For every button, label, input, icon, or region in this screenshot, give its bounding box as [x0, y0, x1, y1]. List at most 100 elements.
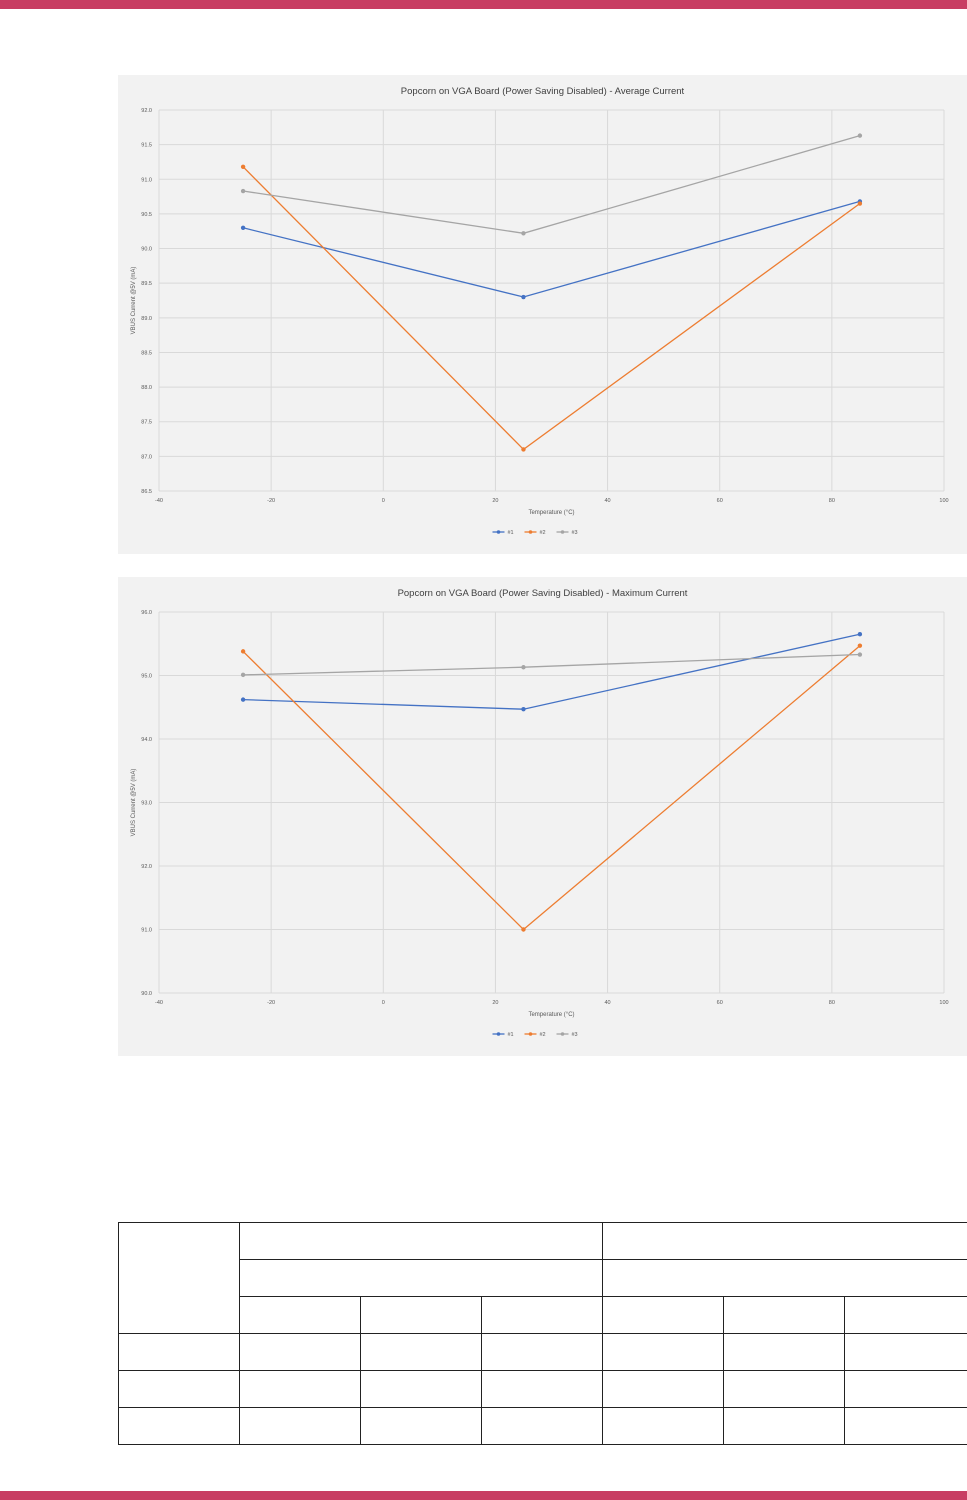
table-cell [238, 1222, 604, 1260]
data-point [240, 649, 246, 654]
x-tick-label: 40 [605, 498, 611, 504]
x-tick-label: 60 [717, 498, 723, 504]
x-tick-label: 60 [717, 1000, 723, 1006]
data-point [521, 447, 526, 452]
legend-marker [560, 1032, 565, 1036]
table-cell [360, 1370, 482, 1408]
data-point [857, 133, 863, 138]
table-cell [480, 1333, 604, 1371]
y-tick-label: 89.0 [141, 316, 152, 322]
x-axis-label: Temperature (°C) [528, 1012, 574, 1018]
chart-title: Popcorn on VGA Board (Power Saving Disab… [401, 86, 685, 97]
table-cell [844, 1333, 967, 1371]
table-row [118, 1222, 967, 1334]
table-row [119, 1259, 967, 1297]
x-tick-label: 100 [939, 498, 948, 504]
table-cell [360, 1407, 482, 1445]
y-tick-label: 91.0 [141, 177, 152, 183]
x-tick-label: 80 [829, 1000, 835, 1006]
table-cell [118, 1333, 240, 1371]
table-cell [118, 1222, 240, 1334]
series-line [243, 653, 860, 676]
y-tick-label: 87.5 [141, 420, 152, 426]
x-tick-label: 80 [829, 498, 835, 504]
legend-label: #2 [540, 530, 546, 536]
table-row [118, 1333, 967, 1371]
table-cell [602, 1259, 967, 1297]
table-cell [480, 1370, 604, 1408]
y-axis-label: VBUS Current @5V (mA) [131, 769, 137, 837]
table-cell [723, 1407, 846, 1445]
data-table [118, 1222, 967, 1445]
legend-label: #1 [508, 1032, 514, 1038]
chart-title: Popcorn on VGA Board (Power Saving Disab… [398, 588, 688, 599]
series-line [242, 200, 861, 298]
data-point [521, 927, 526, 932]
y-tick-label: 89.5 [141, 281, 152, 287]
series-line [242, 645, 861, 931]
data-point [857, 201, 863, 206]
average-current-chart: Popcorn on VGA Board (Power Saving Disab… [118, 75, 967, 554]
x-tick-label: -20 [267, 498, 275, 504]
top-accent-bar [0, 0, 967, 9]
legend-marker [496, 1032, 501, 1036]
y-tick-label: 92.0 [141, 864, 152, 870]
legend-marker [560, 530, 565, 534]
data-point [240, 225, 246, 230]
y-tick-label: 96.0 [141, 610, 152, 616]
series-line [242, 166, 861, 451]
table-row [118, 1370, 967, 1408]
x-tick-label: 40 [605, 1000, 611, 1006]
data-point [240, 188, 246, 194]
maximum-current-chart: Popcorn on VGA Board (Power Saving Disab… [118, 577, 967, 1056]
bottom-accent-bar [0, 1491, 967, 1500]
table-cell [844, 1407, 967, 1445]
y-tick-label: 90.5 [141, 212, 152, 218]
legend-marker [496, 530, 501, 534]
y-axis-label: VBUS Current @5V (mA) [131, 267, 137, 335]
y-tick-label: 86.5 [141, 489, 152, 495]
table-cell [844, 1370, 967, 1408]
legend-label: #3 [572, 1032, 578, 1038]
data-point [240, 164, 246, 170]
table-cell [602, 1333, 725, 1371]
x-tick-label: 20 [492, 1000, 498, 1006]
y-tick-label: 87.0 [141, 454, 152, 460]
table-cell [723, 1370, 846, 1408]
table-cell [480, 1407, 604, 1445]
average-current-chart-svg: Popcorn on VGA Board (Power Saving Disab… [131, 86, 949, 536]
legend-marker [528, 530, 533, 534]
table-cell [723, 1296, 846, 1334]
data-point [240, 697, 246, 702]
table-row [118, 1407, 967, 1445]
legend-label: #2 [540, 1032, 546, 1038]
table-cell [723, 1333, 846, 1371]
table-cell [480, 1296, 604, 1334]
data-point [857, 643, 863, 648]
table-cell [844, 1296, 967, 1334]
table-cell [602, 1370, 725, 1408]
x-axis-label: Temperature (°C) [528, 510, 574, 516]
y-tick-label: 88.5 [141, 350, 152, 356]
x-tick-label: 100 [939, 1000, 948, 1006]
legend-label: #3 [572, 530, 578, 536]
y-tick-label: 93.0 [141, 801, 152, 807]
y-tick-label: 91.5 [141, 143, 152, 149]
table-row [119, 1296, 967, 1334]
data-point [521, 231, 526, 236]
table-cell [602, 1222, 967, 1260]
table-cell [118, 1407, 240, 1445]
legend-marker [528, 1032, 533, 1036]
legend-label: #1 [508, 530, 514, 536]
x-tick-label: -40 [155, 498, 163, 504]
y-tick-label: 90.0 [141, 991, 152, 997]
maximum-current-chart-svg: Popcorn on VGA Board (Power Saving Disab… [131, 588, 949, 1038]
y-tick-label: 88.0 [141, 385, 152, 391]
y-tick-label: 92.0 [141, 108, 152, 114]
data-point [521, 706, 526, 712]
x-tick-label: 0 [382, 1000, 385, 1006]
table-cell [360, 1296, 482, 1334]
y-tick-label: 90.0 [141, 247, 152, 253]
x-tick-label: -40 [155, 1000, 163, 1006]
series-line [243, 134, 861, 234]
